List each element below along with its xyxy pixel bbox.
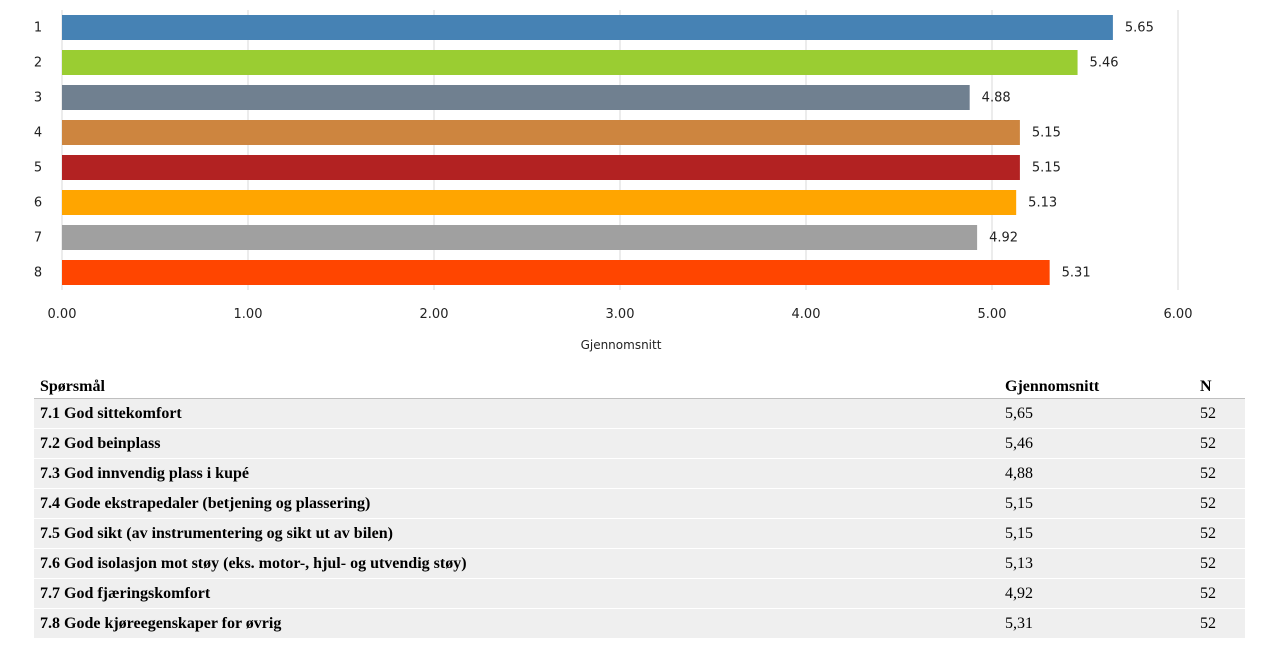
x-tick-label: 5.00 — [978, 307, 1007, 322]
data-label: 4.92 — [989, 231, 1018, 246]
cell-n: 52 — [1194, 608, 1245, 638]
data-label: 4.88 — [982, 91, 1011, 106]
data-label: 5.46 — [1090, 56, 1119, 71]
table-row: 7.6 God isolasjon mot støy (eks. motor-,… — [34, 548, 1245, 579]
table-row: 7.8 Gode kjøreegenskaper for øvrig 5,31 52 — [34, 608, 1245, 638]
data-label: 5.31 — [1062, 266, 1091, 281]
cell-n: 52 — [1194, 578, 1245, 609]
x-axis-title: Gjennomsnitt — [581, 338, 662, 352]
bar — [62, 85, 970, 110]
category-label: 1 — [34, 21, 42, 36]
table-row: 7.1 God sittekomfort 5,65 52 — [34, 398, 1245, 429]
table-row: 7.4 Gode ekstrapedaler (betjening og pla… — [34, 488, 1245, 519]
cell-n: 52 — [1194, 398, 1245, 429]
cell-question: 7.5 God sikt (av instrumentering og sikt… — [34, 518, 999, 549]
cell-question: 7.1 God sittekomfort — [34, 398, 999, 429]
data-label: 5.15 — [1032, 126, 1061, 141]
x-tick-label: 4.00 — [792, 307, 821, 322]
cell-average: 5,15 — [999, 488, 1194, 519]
cell-average: 5,31 — [999, 608, 1194, 638]
results-table: Spørsmål Gjennomsnitt N 7.1 God sittekom… — [34, 373, 1245, 638]
bar — [62, 260, 1050, 285]
x-tick-label: 3.00 — [606, 307, 635, 322]
cell-average: 5,13 — [999, 548, 1194, 579]
bar-chart: 1 2 3 4 5 6 7 8 5.65 5.46 4.88 5.15 5.15 5.13 4.92 5.3… — [34, 10, 1193, 352]
table-row: 7.5 God sikt (av instrumentering og sikt… — [34, 518, 1245, 549]
header-average: Gjennomsnitt — [999, 373, 1194, 399]
cell-question: 7.7 God fjæringskomfort — [34, 578, 999, 609]
bar — [62, 15, 1113, 40]
bar — [62, 120, 1020, 145]
cell-question: 7.4 Gode ekstrapedaler (betjening og pla… — [34, 488, 999, 519]
category-label: 4 — [34, 126, 42, 141]
data-label: 5.15 — [1032, 161, 1061, 176]
x-tick-labels: 0.00 1.00 2.00 3.00 4.00 5.00 6.00 — [48, 307, 1193, 322]
cell-n: 52 — [1194, 428, 1245, 459]
table-row: 7.2 God beinplass 5,46 52 — [34, 428, 1245, 459]
cell-n: 52 — [1194, 548, 1245, 579]
table-header-row: Spørsmål Gjennomsnitt N — [34, 373, 1245, 399]
category-label: 7 — [34, 231, 42, 246]
bars — [62, 15, 1113, 285]
data-label: 5.65 — [1125, 21, 1154, 36]
bar — [62, 225, 978, 250]
cell-average: 5,65 — [999, 398, 1194, 429]
cell-question: 7.6 God isolasjon mot støy (eks. motor-,… — [34, 548, 999, 579]
cell-n: 52 — [1194, 488, 1245, 519]
cell-average: 5,15 — [999, 518, 1194, 549]
bar — [62, 50, 1078, 75]
cell-average: 4,88 — [999, 458, 1194, 489]
x-tick-label: 1.00 — [234, 307, 263, 322]
category-label: 8 — [34, 266, 42, 281]
cell-average: 4,92 — [999, 578, 1194, 609]
x-tick-label: 6.00 — [1164, 307, 1193, 322]
header-question: Spørsmål — [34, 373, 999, 399]
cell-question: 7.8 Gode kjøreegenskaper for øvrig — [34, 608, 999, 638]
cell-n: 52 — [1194, 518, 1245, 549]
category-label: 6 — [34, 196, 42, 211]
category-label: 5 — [34, 161, 42, 176]
header-n: N — [1194, 373, 1245, 399]
category-label: 2 — [34, 56, 42, 71]
table-row: 7.7 God fjæringskomfort 4,92 52 — [34, 578, 1245, 609]
x-tick-label: 0.00 — [48, 307, 77, 322]
bar — [62, 190, 1017, 215]
bar — [62, 155, 1020, 180]
category-label: 3 — [34, 91, 42, 106]
cell-average: 5,46 — [999, 428, 1194, 459]
table-row: 7.3 God innvendig plass i kupé 4,88 52 — [34, 458, 1245, 489]
cell-question: 7.2 God beinplass — [34, 428, 999, 459]
data-label: 5.13 — [1028, 196, 1057, 211]
cell-question: 7.3 God innvendig plass i kupé — [34, 458, 999, 489]
category-labels: 1 2 3 4 5 6 7 8 — [34, 21, 42, 281]
x-tick-label: 2.00 — [420, 307, 449, 322]
cell-n: 52 — [1194, 458, 1245, 489]
value-labels: 5.65 5.46 4.88 5.15 5.15 5.13 4.92 5.31 — [982, 21, 1154, 281]
